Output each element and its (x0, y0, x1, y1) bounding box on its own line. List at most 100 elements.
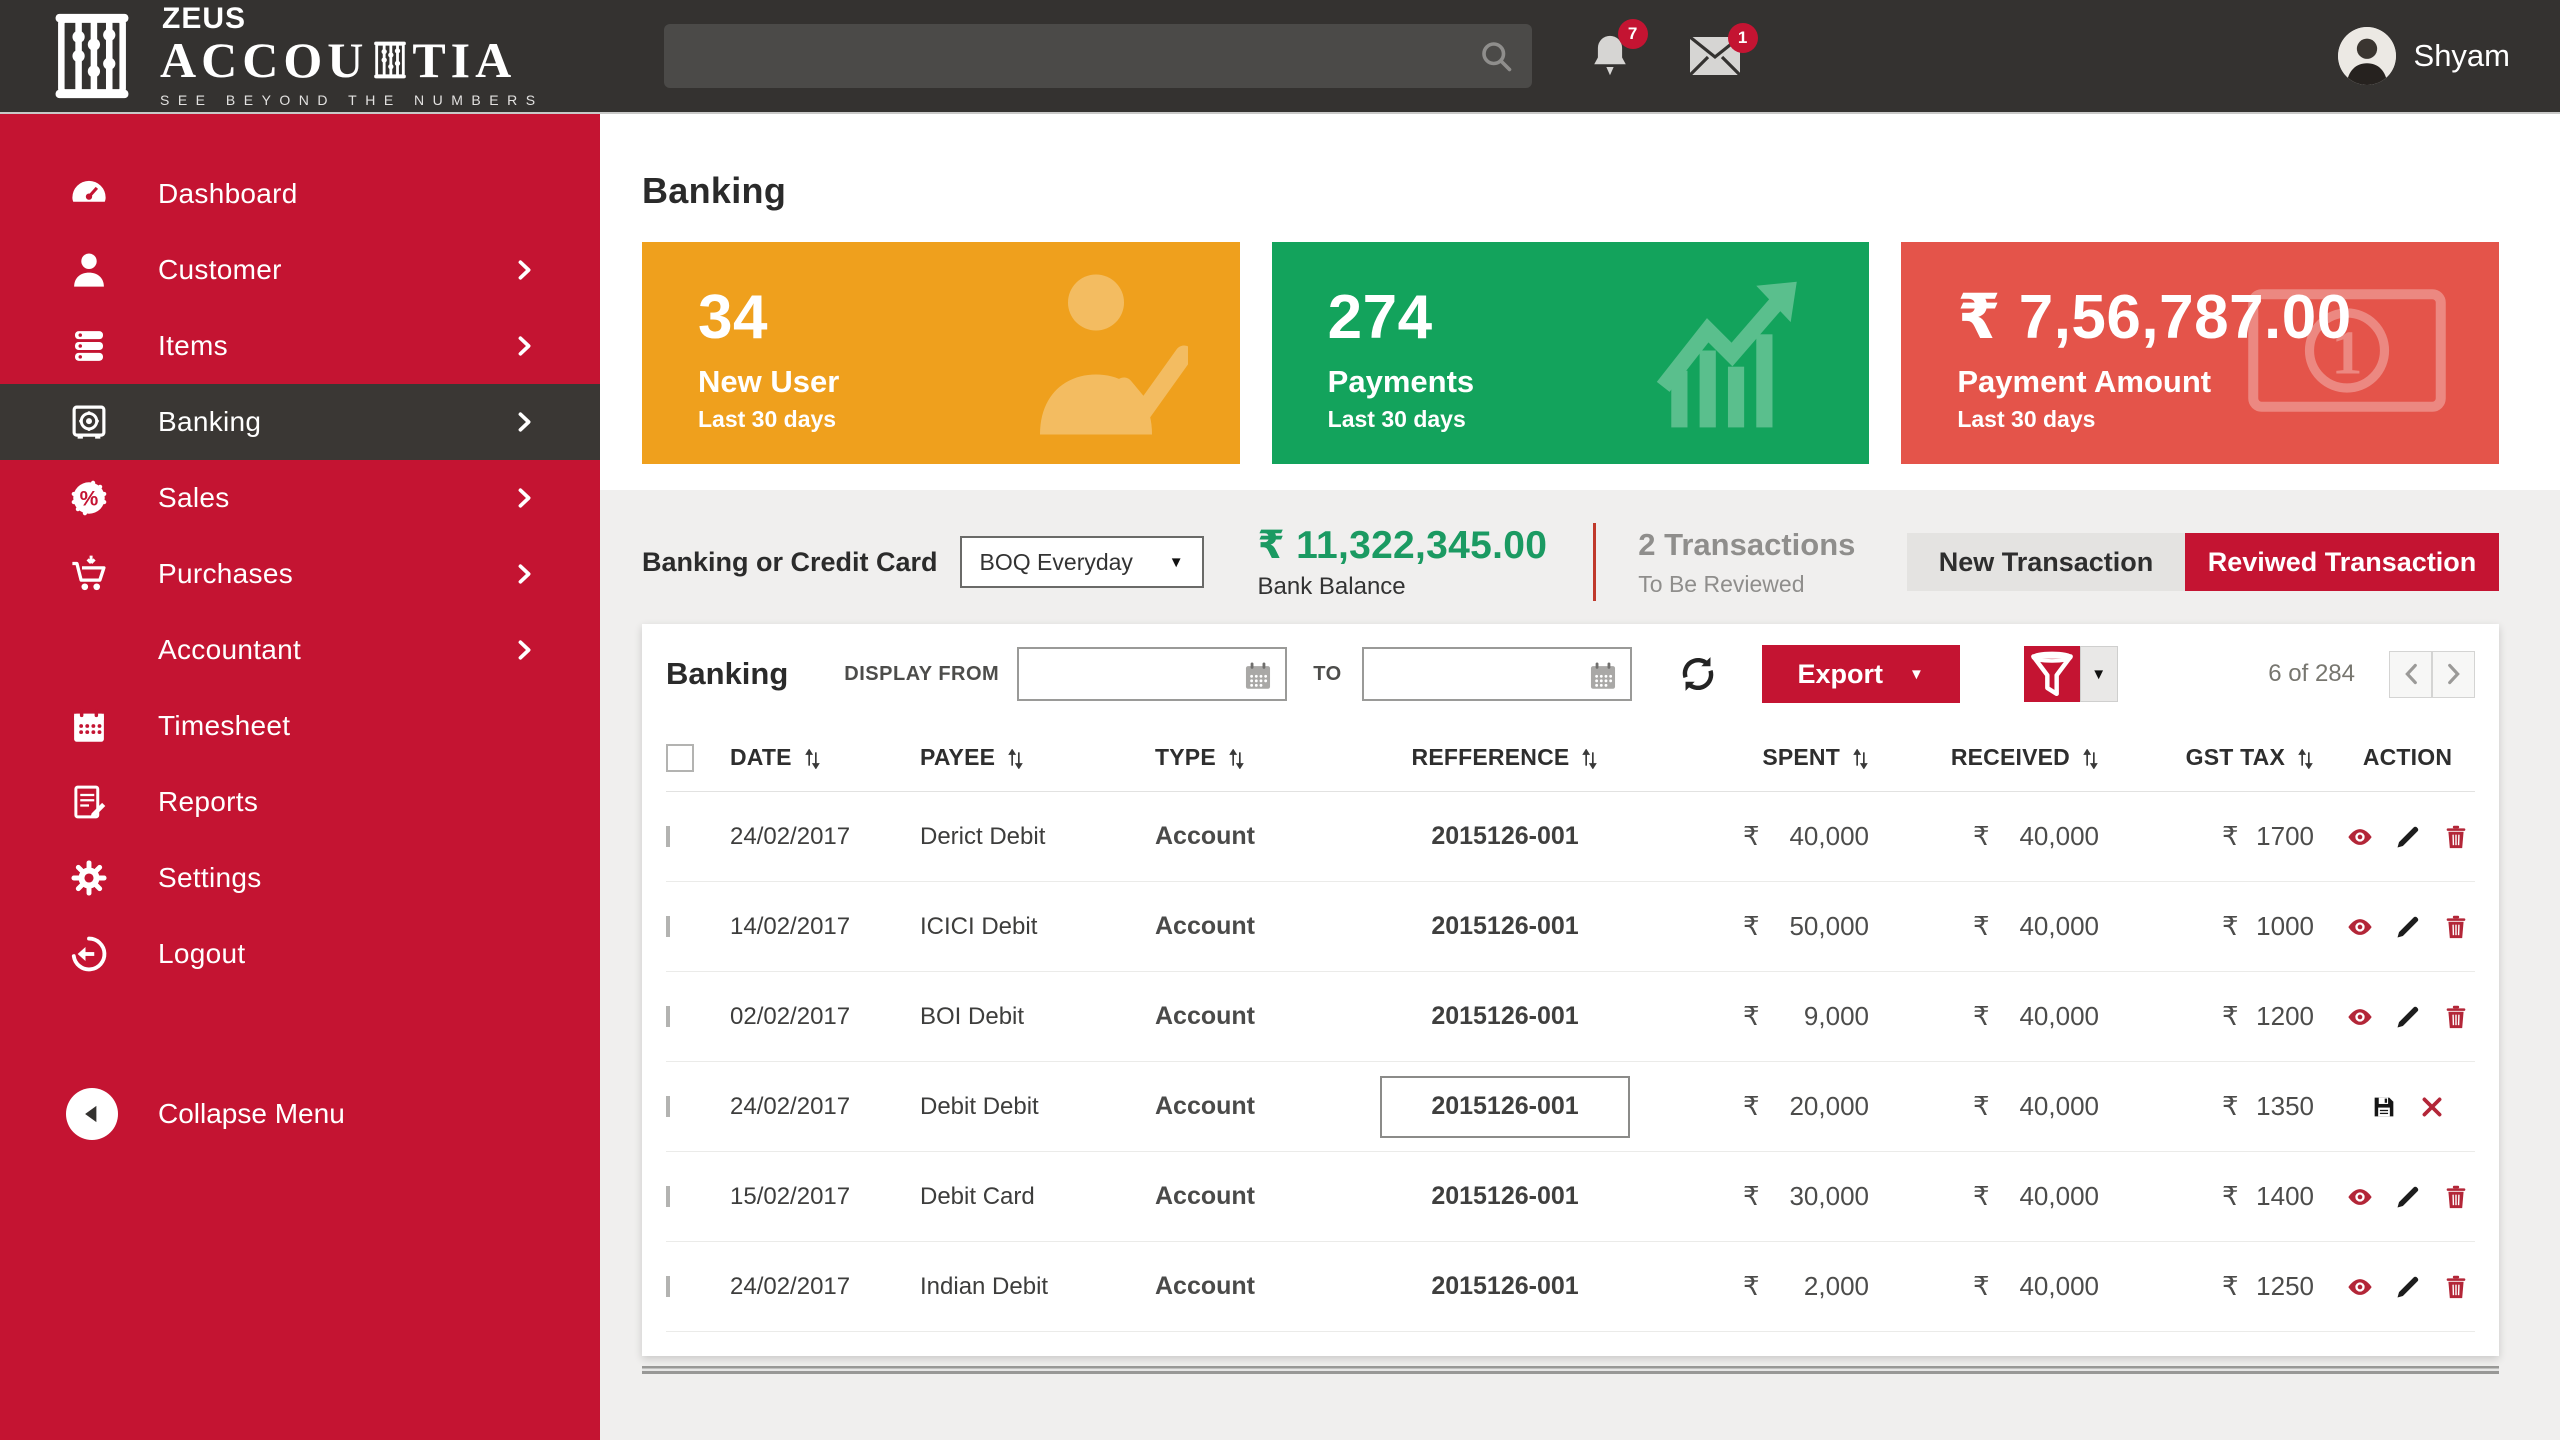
account-selector-row: Banking or Credit Card BOQ Everyday ▼ ₹ … (642, 514, 2499, 610)
sort-icon[interactable] (1007, 748, 1024, 769)
messages-button[interactable]: 1 (1688, 23, 1758, 77)
edit-icon[interactable] (2394, 1183, 2422, 1211)
sidebar-item-purchases[interactable]: Purchases (0, 536, 600, 612)
row-checkbox[interactable] (666, 1005, 670, 1027)
cell-type: Account (1155, 822, 1255, 850)
sort-icon[interactable] (2082, 748, 2099, 769)
filter-dropdown-toggle[interactable]: ▼ (2079, 646, 2118, 702)
delete-icon[interactable] (2442, 1183, 2470, 1211)
delete-icon[interactable] (2442, 823, 2470, 851)
sort-icon[interactable] (1581, 748, 1598, 769)
view-icon[interactable] (2346, 913, 2374, 941)
avatar[interactable] (2337, 27, 2396, 85)
table-row: 24/02/2017 Debit Debit Account 2015126-0… (666, 1062, 2475, 1152)
edit-icon[interactable] (2394, 1003, 2422, 1031)
cell-spent: ₹2,000 (1743, 1271, 1869, 1301)
date-from-input[interactable] (1017, 647, 1288, 701)
sidebar-item-dashboard[interactable]: Dashboard (0, 156, 600, 232)
notifications-button[interactable]: 7 (1588, 19, 1648, 81)
page-title: Banking (642, 170, 787, 211)
collapse-icon (66, 1088, 118, 1140)
cell-gst: ₹1000 (2222, 911, 2314, 941)
reviewed-transaction-button[interactable]: Reviwed Transaction (2185, 533, 2499, 591)
cell-gst: ₹1350 (2222, 1091, 2314, 1121)
view-icon[interactable] (2346, 823, 2374, 851)
row-checkbox[interactable] (666, 915, 670, 937)
edit-icon[interactable] (2394, 823, 2422, 851)
sidebar-item-banking[interactable]: Banking (0, 384, 600, 460)
delete-icon[interactable] (2442, 1273, 2470, 1301)
select-all-checkbox[interactable] (666, 743, 694, 772)
table-body: 24/02/2017 Derict Debit Account 2015126-… (666, 792, 2475, 1332)
stat-card-new-user: 34 New User Last 30 days (642, 242, 1240, 464)
sort-icon[interactable] (2297, 748, 2314, 769)
search-icon[interactable] (1478, 38, 1514, 74)
sidebar-item-logout[interactable]: Logout (0, 916, 600, 992)
sort-icon[interactable] (1852, 748, 1869, 769)
calendar-icon (66, 703, 112, 749)
col-gst: GST TAX (2125, 744, 2340, 771)
abacus-icon (66, 627, 112, 673)
panel-title: Banking (666, 656, 789, 691)
chevron-down-icon: ▼ (1168, 553, 1184, 571)
funnel-icon[interactable] (2023, 646, 2080, 702)
horizontal-scrollbar[interactable] (642, 1366, 2499, 1374)
row-checkbox[interactable] (666, 1275, 670, 1297)
refresh-icon[interactable] (1676, 652, 1720, 696)
row-checkbox[interactable] (666, 825, 670, 847)
cell-date: 02/02/2017 (730, 1002, 851, 1030)
sidebar-item-customer[interactable]: Customer (0, 232, 600, 308)
table-row: 24/02/2017 Derict Debit Account 2015126-… (666, 792, 2475, 882)
save-icon[interactable] (2370, 1093, 2398, 1121)
next-page-button[interactable] (2432, 650, 2475, 698)
svg-text:%: % (80, 488, 99, 511)
user-icon (66, 247, 112, 293)
search-input[interactable] (663, 24, 1532, 88)
discount-icon: % (66, 475, 112, 521)
cancel-icon[interactable] (2418, 1093, 2446, 1121)
sidebar-item-items[interactable]: Items (0, 308, 600, 384)
cell-type: Account (1155, 912, 1255, 940)
cell-date: 14/02/2017 (730, 912, 851, 940)
new-transaction-button[interactable]: New Transaction (1907, 533, 2185, 591)
row-checkbox[interactable] (666, 1095, 670, 1117)
export-button[interactable]: Export ▼ (1761, 645, 1960, 703)
reference-input[interactable]: 2015126-001 (1380, 1075, 1630, 1138)
edit-icon[interactable] (2394, 1273, 2422, 1301)
sidebar-item-sales[interactable]: % Sales (0, 460, 600, 536)
sort-icon[interactable] (1228, 748, 1245, 769)
cell-reference: 2015126-001 (1431, 1002, 1579, 1030)
account-selector-label: Banking or Credit Card (642, 546, 938, 577)
sidebar-item-reports[interactable]: Reports (0, 764, 600, 840)
cell-spent: ₹40,000 (1743, 821, 1869, 851)
sidebar-item-timesheet[interactable]: Timesheet (0, 688, 600, 764)
card-sublabel: Last 30 days (1327, 406, 1466, 432)
view-icon[interactable] (2346, 1273, 2374, 1301)
sidebar-item-accountant[interactable]: Accountant (0, 612, 600, 688)
divider (1593, 523, 1597, 601)
filter-button[interactable]: ▼ (2023, 646, 2118, 702)
abacus-icon (370, 38, 410, 82)
account-dropdown[interactable]: BOQ Everyday ▼ (959, 536, 1204, 588)
cell-payee: ICICI Debit (920, 912, 1038, 940)
search-bar (663, 24, 1532, 88)
prev-page-button[interactable] (2389, 650, 2432, 698)
bank-balance: ₹ 11,322,345.00 Bank Balance (1257, 524, 1548, 600)
table-row: 24/02/2017 Indian Debit Account 2015126-… (666, 1242, 2475, 1332)
view-icon[interactable] (2346, 1003, 2374, 1031)
view-icon[interactable] (2346, 1183, 2374, 1211)
sort-icon[interactable] (804, 748, 821, 769)
gear-icon (66, 855, 112, 901)
row-checkbox[interactable] (666, 1185, 670, 1207)
collapse-menu-button[interactable]: Collapse Menu (0, 1076, 600, 1152)
date-to-input[interactable] (1361, 647, 1632, 701)
sidebar: Dashboard Customer Items Banking % Sales… (0, 112, 600, 1440)
user-menu[interactable]: Shyam (2337, 27, 2560, 85)
sidebar-item-settings[interactable]: Settings (0, 840, 600, 916)
card-label: Payment Amount (1957, 364, 2212, 399)
cell-date: 15/02/2017 (730, 1182, 851, 1210)
edit-icon[interactable] (2394, 913, 2422, 941)
delete-icon[interactable] (2442, 1003, 2470, 1031)
cell-type: Account (1155, 1182, 1255, 1210)
delete-icon[interactable] (2442, 913, 2470, 941)
